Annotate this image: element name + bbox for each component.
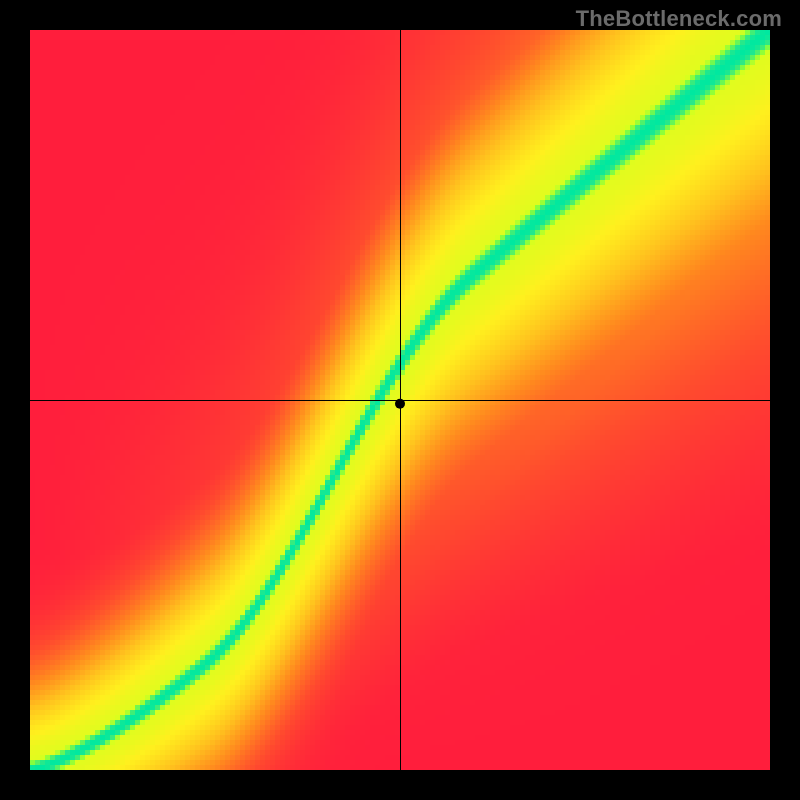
watermark-text: TheBottleneck.com <box>576 6 782 32</box>
heatmap-canvas <box>30 30 770 770</box>
heatmap-plot <box>30 30 770 770</box>
chart-container: TheBottleneck.com <box>0 0 800 800</box>
